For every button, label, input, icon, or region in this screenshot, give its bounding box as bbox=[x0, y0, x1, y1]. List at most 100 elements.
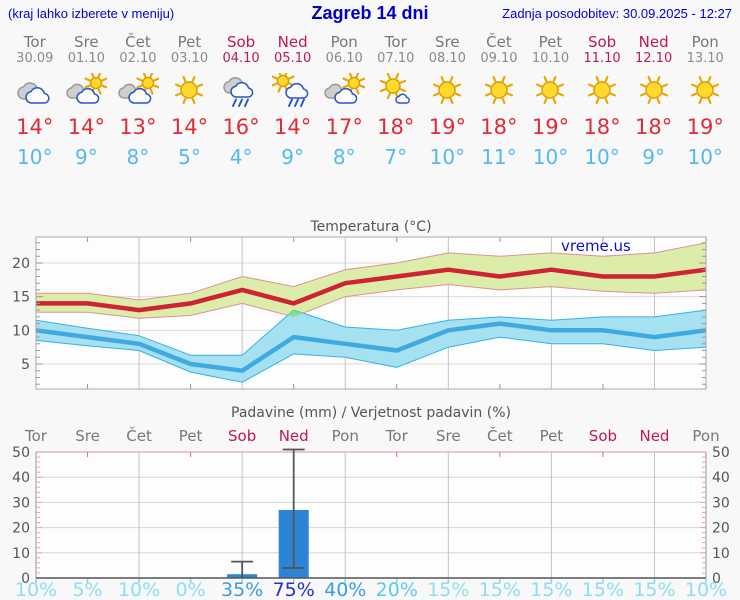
forecast-day-9: Čet 09.10 18° 11° bbox=[473, 31, 525, 169]
temp-min: 10° bbox=[687, 145, 723, 169]
precip-day-label: Pet bbox=[540, 427, 564, 445]
day-name: Ned bbox=[638, 33, 669, 51]
cloudy-icon bbox=[17, 82, 50, 104]
sunny-icon bbox=[175, 75, 204, 104]
temp-max: 14° bbox=[67, 115, 105, 139]
weather-icon-cell bbox=[9, 66, 61, 112]
day-date: 13.10 bbox=[686, 51, 724, 66]
temp-min: 9° bbox=[74, 145, 98, 169]
precip-probability: 75% bbox=[273, 579, 315, 600]
weather-icon-cell bbox=[318, 66, 370, 112]
day-name: Sre bbox=[74, 33, 99, 51]
precip-day-label: Pon bbox=[332, 427, 359, 445]
weather-icon-cell bbox=[679, 66, 731, 112]
sunny-icon bbox=[484, 75, 513, 104]
temp-y-label: 10 bbox=[12, 323, 30, 339]
day-date: 06.10 bbox=[325, 51, 363, 66]
location-menu-note[interactable]: (kraj lahko izberete v meniju) bbox=[8, 6, 175, 21]
precip-probability: 15% bbox=[633, 579, 675, 600]
precip-probability: 5% bbox=[72, 579, 102, 600]
temp-min: 9° bbox=[642, 145, 665, 169]
day-name: Pet bbox=[538, 33, 563, 51]
forecast-day-0: Tor 30.09 14° 10° bbox=[9, 31, 61, 169]
temp-max: 13° bbox=[119, 115, 157, 139]
forecast-table: Tor 30.09 14° 10° Sre 01.10 14° 9° Čet 02.10 13° 8°… bbox=[9, 31, 731, 169]
precip-probability: 0% bbox=[176, 579, 206, 600]
temp-min: 10° bbox=[429, 145, 466, 169]
page-title: Zagreb 14 dni bbox=[311, 3, 429, 23]
day-date: 11.10 bbox=[583, 51, 621, 66]
weather-icon-cell bbox=[576, 66, 628, 112]
temp-max: 18° bbox=[480, 115, 518, 139]
sunny-icon bbox=[536, 75, 565, 104]
precip-probability: 15% bbox=[530, 579, 572, 600]
temp-min: 10° bbox=[584, 145, 620, 169]
precip-day-label: Pon bbox=[692, 427, 719, 445]
sunrain-icon bbox=[271, 73, 308, 107]
day-date: 09.10 bbox=[480, 51, 518, 66]
temp-max: 19° bbox=[428, 115, 466, 139]
temp-y-label: 20 bbox=[12, 256, 30, 272]
precip-y-label-left: 40 bbox=[12, 470, 30, 486]
mostlysunny-icon bbox=[379, 73, 410, 104]
day-name: Čet bbox=[486, 33, 512, 51]
temp-max: 17° bbox=[325, 115, 363, 139]
day-date: 04.10 bbox=[222, 51, 260, 66]
temperature-chart: 5 10 15 20 Temperatura (°C) vreme.us bbox=[12, 219, 707, 390]
sunny-icon bbox=[588, 75, 617, 104]
day-date: 10.10 bbox=[531, 51, 570, 66]
forecast-day-2: Čet 02.10 13° 8° bbox=[112, 31, 164, 168]
day-date: 08.10 bbox=[428, 51, 466, 66]
precip-y-label-left: 10 bbox=[12, 546, 30, 562]
day-date: 30.09 bbox=[16, 51, 54, 66]
precip-y-label-right: 10 bbox=[712, 546, 730, 562]
temp-min: 7° bbox=[384, 145, 408, 169]
precip-probability: 15% bbox=[427, 579, 469, 600]
day-name: Tor bbox=[23, 33, 46, 51]
temp-min: 5° bbox=[178, 145, 201, 169]
temp-y-label: 5 bbox=[21, 357, 30, 373]
forecast-day-3: Pet 03.10 14° 5° bbox=[164, 31, 216, 169]
precip-y-label-right: 40 bbox=[712, 470, 730, 486]
day-name: Tor bbox=[384, 33, 407, 51]
temp-min: 8° bbox=[126, 145, 150, 169]
precip-day-label: Čet bbox=[487, 426, 513, 445]
weather-icon-cell bbox=[61, 66, 113, 112]
day-date: 01.10 bbox=[67, 51, 105, 66]
precip-y-label-left: 30 bbox=[12, 495, 30, 511]
day-name: Pon bbox=[330, 33, 358, 51]
precip-y-label-right: 0 bbox=[712, 571, 721, 587]
forecast-day-4: Sob 04.10 16° 4° bbox=[215, 31, 267, 169]
forecast-day-1: Sre 01.10 14° 9° bbox=[61, 31, 113, 168]
weather-icon-cell bbox=[215, 66, 267, 112]
precip-day-label: Sob bbox=[589, 427, 617, 445]
temp-max: 18° bbox=[377, 115, 415, 139]
precip-day-label: Čet bbox=[126, 426, 152, 445]
precip-y-label-right: 20 bbox=[712, 521, 730, 537]
max-temp-band bbox=[35, 242, 707, 319]
day-date: 02.10 bbox=[119, 51, 157, 66]
page-header: (kraj lahko izberete v meniju) Zagreb 14… bbox=[0, 0, 740, 28]
day-name: Ned bbox=[277, 33, 308, 51]
forecast-day-8: Sre 08.10 19° 10° bbox=[422, 31, 474, 169]
sunny-icon bbox=[691, 75, 720, 104]
precip-day-label: Sre bbox=[436, 427, 461, 445]
precip-day-label: Sob bbox=[228, 427, 256, 445]
precip-day-label: Ned bbox=[639, 427, 669, 445]
precip-probability: 10% bbox=[118, 579, 160, 600]
temp-min: 11° bbox=[481, 145, 517, 169]
precip-probability: 10% bbox=[685, 579, 727, 600]
day-name: Sob bbox=[587, 33, 617, 51]
temp-max: 18° bbox=[583, 115, 621, 139]
day-name: Pet bbox=[177, 33, 202, 51]
precip-day-label: Tor bbox=[385, 427, 409, 445]
precip-y-label-left: 20 bbox=[12, 521, 30, 537]
temp-max: 18° bbox=[635, 115, 673, 139]
partly-icon bbox=[324, 73, 366, 104]
weather-icon-cell bbox=[164, 66, 216, 112]
precip-probability: 15% bbox=[582, 579, 624, 600]
temp-max: 14° bbox=[170, 115, 209, 139]
precip-probability: 15% bbox=[479, 579, 521, 600]
temp-max: 16° bbox=[222, 115, 260, 139]
